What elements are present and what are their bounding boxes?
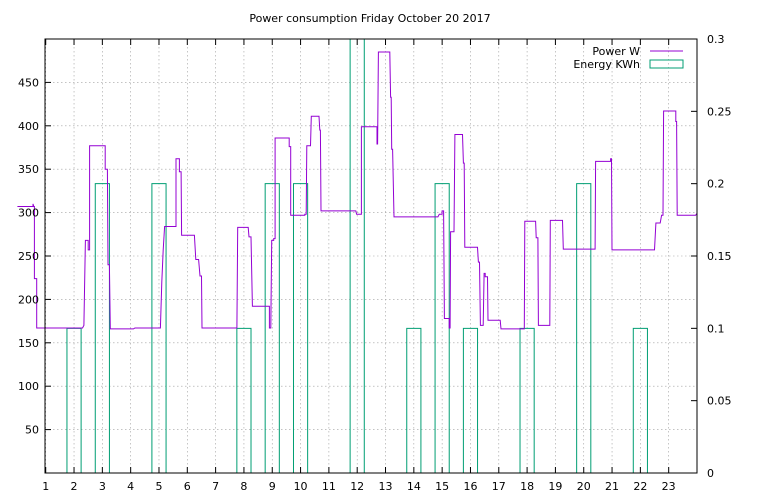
y-right-tick-label: 0.3 [707, 33, 725, 46]
energy-bar [576, 183, 592, 473]
x-tick-label: 21 [605, 480, 619, 493]
x-tick-label: 19 [548, 480, 562, 493]
y-right-tick-label: 0.25 [707, 105, 732, 118]
y-right-tick-label: 0.05 [707, 395, 732, 408]
y-left-tick-label: 250 [18, 250, 39, 263]
x-tick-label: 15 [435, 480, 449, 493]
energy-bar [264, 183, 280, 473]
energy-bar [632, 327, 648, 473]
x-tick-label: 22 [633, 480, 647, 493]
y-axis-left-ticks: 50 100 150 200 250 300 350 400 450 [18, 76, 51, 437]
x-tick-label: 16 [463, 480, 477, 493]
y-right-tick-label: 0.1 [707, 322, 725, 335]
power-series [17, 51, 698, 330]
legend-label-power: Power W [592, 45, 640, 58]
x-tick-label: 17 [492, 480, 506, 493]
grid-lines [45, 39, 697, 473]
y-left-tick-label: 200 [18, 293, 39, 306]
x-tick-label: 10 [294, 480, 308, 493]
energy-bar [462, 327, 479, 473]
y-right-tick-label: 0.15 [707, 250, 732, 263]
power-line [17, 51, 698, 330]
energy-bar [406, 327, 422, 473]
y-right-tick-label: 0 [707, 467, 714, 480]
y-left-tick-label: 450 [18, 76, 39, 89]
chart-title: Power consumption Friday October 20 2017 [249, 12, 490, 25]
x-axis-ticks: 1 2 3 4 5 6 7 8 9 10 11 12 13 14 15 16 17 18 19 20 21 22 23 [42, 39, 676, 493]
x-tick-label: 18 [520, 480, 534, 493]
x-tick-label: 8 [240, 480, 247, 493]
x-tick-label: 14 [407, 480, 421, 493]
energy-bar [94, 183, 110, 473]
x-tick-label: 23 [662, 480, 676, 493]
energy-bar [292, 183, 309, 473]
y-left-tick-label: 300 [18, 207, 39, 220]
x-tick-label: 7 [212, 480, 219, 493]
legend: Power W Energy KWh [573, 45, 684, 71]
x-tick-label: 6 [184, 480, 191, 493]
x-tick-label: 2 [71, 480, 78, 493]
y-left-tick-label: 400 [18, 120, 39, 133]
x-tick-label: 3 [99, 480, 106, 493]
x-tick-label: 20 [577, 480, 591, 493]
x-tick-label: 13 [379, 480, 393, 493]
x-tick-label: 11 [322, 480, 336, 493]
x-tick-label: 12 [350, 480, 364, 493]
y-left-tick-label: 150 [18, 337, 39, 350]
y-right-tick-label: 0.2 [707, 178, 725, 191]
y-left-tick-label: 50 [25, 424, 39, 437]
x-tick-label: 9 [269, 480, 276, 493]
legend-swatch-energy [649, 59, 684, 69]
y-left-tick-label: 100 [18, 380, 39, 393]
energy-bar [236, 327, 252, 473]
x-tick-label: 4 [127, 480, 134, 493]
legend-label-energy: Energy KWh [573, 58, 640, 71]
plot-frame [44, 38, 698, 474]
energy-bar [519, 327, 535, 473]
x-tick-label: 5 [155, 480, 162, 493]
y-axis-right-ticks: 0 0.05 0.1 0.15 0.2 0.25 0.3 [691, 33, 732, 480]
y-left-tick-label: 350 [18, 163, 39, 176]
x-tick-label: 1 [42, 480, 49, 493]
